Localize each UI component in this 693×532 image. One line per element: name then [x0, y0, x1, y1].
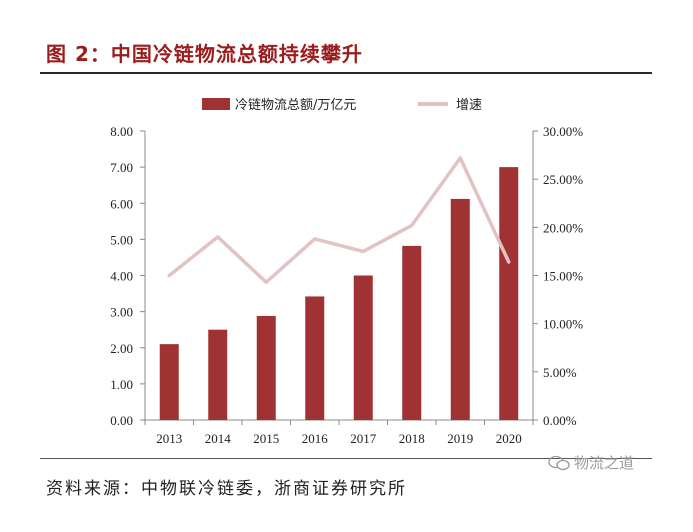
growth-rate-line [167, 156, 511, 284]
right-tick-label: 5.00% [543, 365, 577, 380]
left-tick-label: 5.00 [110, 232, 133, 247]
left-tick-label: 3.00 [110, 305, 133, 320]
bar [159, 344, 179, 420]
left-tick-label: 4.00 [110, 269, 133, 284]
left-tick-label: 8.00 [110, 124, 133, 139]
bar [499, 167, 519, 420]
bar [305, 296, 325, 420]
title-divider [40, 72, 652, 74]
legend-line-label: 增速 [456, 98, 482, 113]
legend-bar-label: 冷链物流总额/万亿元 [235, 98, 356, 113]
left-tick-label: 0.00 [110, 413, 133, 428]
bar [450, 198, 470, 420]
x-tick-label: 2014 [205, 431, 232, 446]
right-tick-label: 10.00% [543, 317, 583, 332]
right-tick-label: 0.00% [543, 413, 577, 428]
x-tick-label: 2017 [350, 431, 377, 446]
right-tick-label: 15.00% [543, 269, 583, 284]
source-note: 资料来源：中物联冷链委，浙商证券研究所 [46, 479, 407, 499]
watermark: 物流之道 [548, 452, 634, 473]
right-tick-label: 25.00% [543, 172, 583, 187]
source-divider [40, 458, 652, 459]
left-tick-label: 1.00 [110, 377, 133, 392]
bar [256, 315, 276, 420]
figure-title: 图 2：中国冷链物流总额持续攀升 [46, 42, 363, 66]
bar [208, 329, 228, 420]
bar [353, 275, 373, 420]
right-tick-label: 20.00% [543, 220, 583, 235]
x-tick-label: 2015 [253, 431, 279, 446]
legend-bar-swatch [202, 98, 230, 110]
left-tick-label: 6.00 [110, 196, 133, 211]
right-tick-label: 30.00% [543, 124, 583, 139]
left-tick-label: 2.00 [110, 341, 133, 356]
wechat-icon [548, 455, 570, 470]
left-tick-label: 7.00 [110, 160, 133, 175]
x-tick-label: 2020 [496, 431, 522, 446]
x-tick-label: 2016 [302, 431, 329, 446]
bar [402, 245, 422, 420]
watermark-text: 物流之道 [574, 454, 635, 472]
x-tick-label: 2018 [399, 431, 425, 446]
x-tick-label: 2019 [447, 431, 473, 446]
x-tick-label: 2013 [156, 431, 182, 446]
